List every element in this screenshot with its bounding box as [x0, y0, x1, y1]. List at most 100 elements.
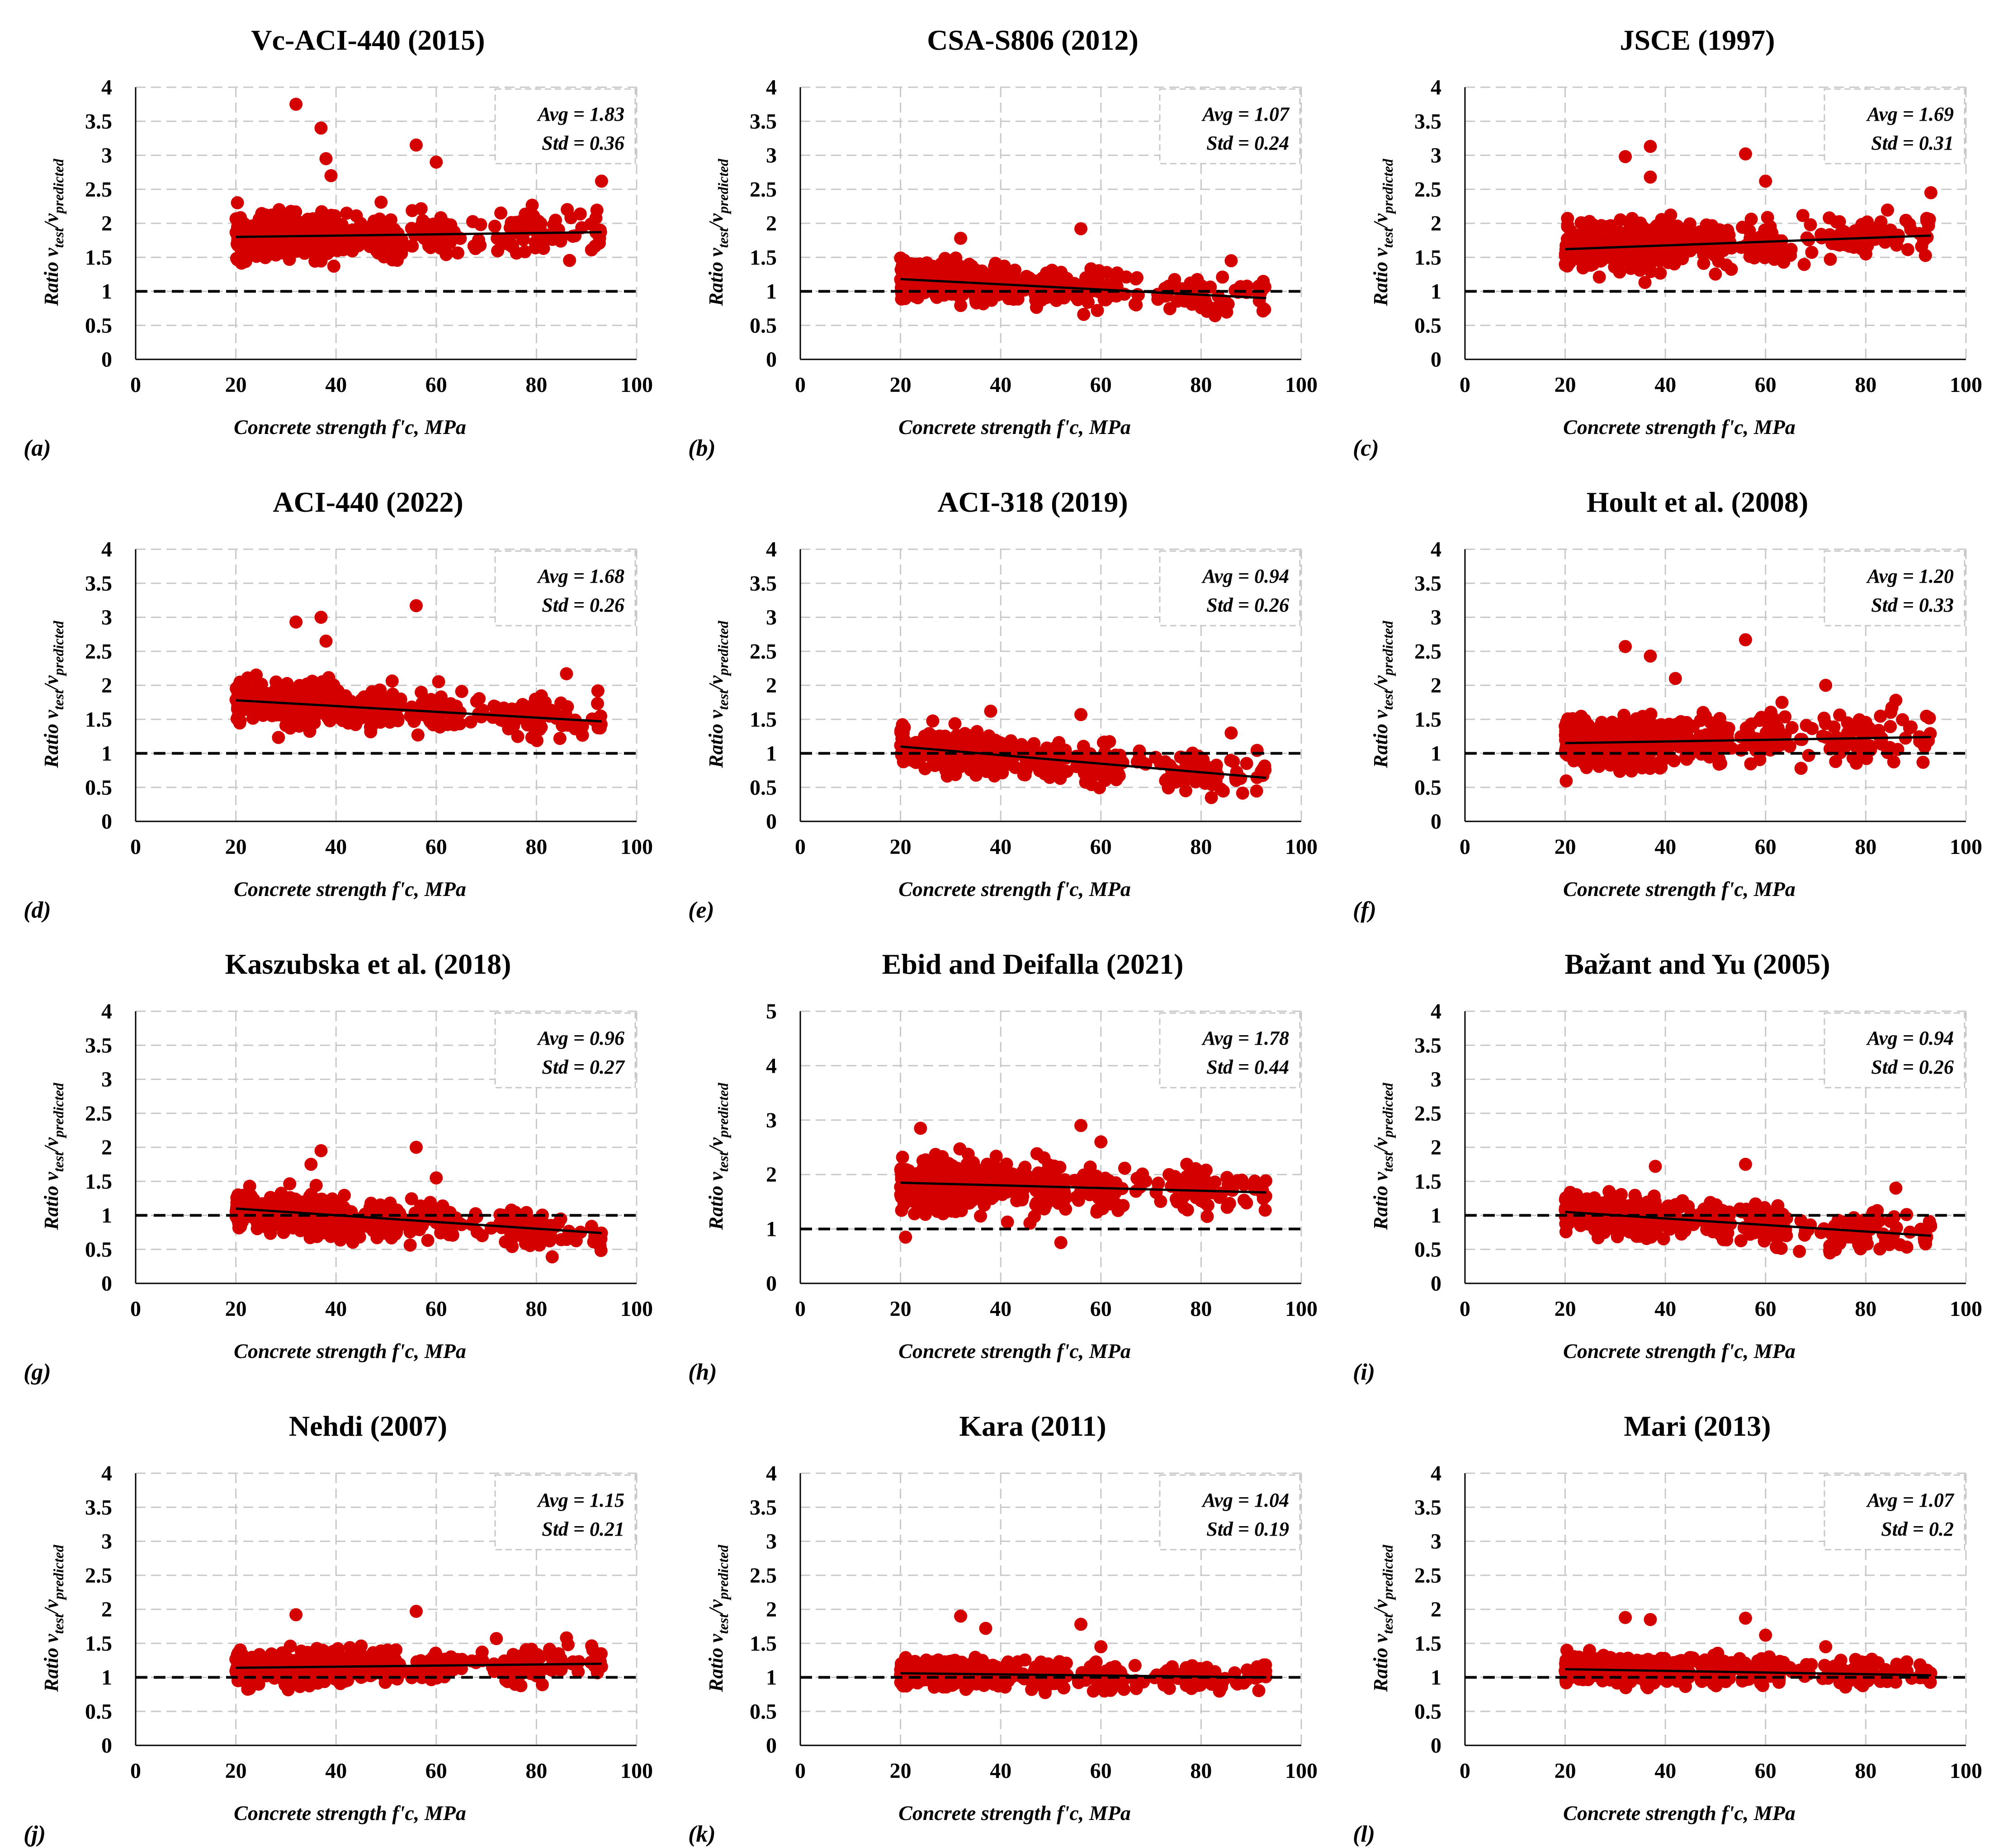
y-tick-label: 1: [1431, 280, 1441, 304]
y-tick-label: 3.5: [85, 1495, 112, 1519]
data-point: [231, 196, 244, 209]
data-point: [325, 169, 338, 182]
y-tick-label: 3.5: [750, 109, 777, 133]
data-point: [1884, 720, 1897, 733]
data-point: [1802, 749, 1815, 762]
x-axis-label: Concrete strength f'c, MPa: [898, 1339, 1131, 1362]
panel-label: (f): [1353, 897, 1376, 923]
data-point: [1682, 230, 1696, 243]
data-point: [451, 246, 464, 259]
data-point: [506, 240, 519, 254]
data-point: [320, 152, 333, 165]
data-point: [1676, 252, 1689, 265]
y-tick-label: 2: [1431, 1136, 1441, 1160]
data-point: [1759, 174, 1772, 188]
data-point: [1561, 212, 1574, 225]
x-tick-label: 100: [620, 373, 653, 397]
data-point: [327, 259, 340, 273]
data-point: [1008, 264, 1021, 277]
data-point: [404, 1239, 417, 1252]
x-tick-label: 20: [1554, 835, 1576, 859]
data-point: [1118, 1162, 1131, 1175]
data-point: [914, 1122, 927, 1135]
y-tick-label: 1: [766, 280, 777, 304]
y-tick-label: 0: [766, 1272, 777, 1296]
data-point: [1224, 754, 1237, 767]
y-tick-label: 2.5: [1414, 178, 1441, 202]
data-point: [1819, 679, 1832, 692]
data-point: [926, 714, 939, 727]
data-point: [1109, 274, 1122, 288]
x-tick-label: 40: [990, 835, 1011, 859]
data-point: [410, 138, 423, 151]
x-tick-label: 60: [1090, 835, 1112, 859]
y-tick-label: 0: [1431, 348, 1441, 372]
data-point: [410, 599, 423, 612]
data-point: [1054, 772, 1067, 785]
data-point: [1777, 256, 1790, 269]
panel-label: (d): [24, 897, 51, 923]
data-point: [1798, 258, 1811, 271]
panel-label: (e): [688, 897, 714, 923]
x-tick-label: 40: [325, 1297, 347, 1321]
data-point: [1892, 232, 1905, 245]
y-tick-label: 3.5: [1414, 571, 1441, 595]
data-point: [1563, 231, 1576, 244]
x-axis-label: Concrete strength f'c, MPa: [1563, 415, 1795, 438]
data-point: [1697, 257, 1710, 270]
data-point: [591, 203, 604, 217]
data-point: [1714, 757, 1727, 770]
avg-label: Avg = 1.20: [1866, 565, 1954, 587]
x-axis-label: Concrete strength f'c, MPa: [234, 415, 466, 438]
panel-label: (b): [688, 435, 716, 461]
data-point: [1240, 757, 1253, 770]
data-point: [1818, 712, 1831, 725]
data-point: [1776, 696, 1789, 709]
avg-label: Avg = 1.83: [536, 103, 624, 125]
data-point: [1074, 222, 1087, 236]
data-point: [1214, 783, 1228, 796]
data-point: [1799, 1224, 1812, 1237]
x-tick-label: 20: [225, 373, 247, 397]
x-tick-label: 20: [890, 1297, 912, 1321]
std-label: Std = 0.24: [1206, 132, 1289, 154]
y-tick-label: 0.5: [85, 314, 112, 338]
data-point: [1795, 762, 1808, 775]
data-point: [1889, 694, 1902, 707]
y-axis-label: Ratio vtest/vpredicted: [40, 620, 66, 768]
data-point: [564, 211, 577, 224]
x-tick-label: 100: [1950, 835, 1982, 859]
x-tick-label: 20: [890, 373, 912, 397]
data-point: [1739, 1158, 1752, 1171]
data-point: [364, 725, 377, 738]
data-point: [1221, 298, 1234, 311]
data-point: [1884, 706, 1897, 719]
y-tick-label: 3: [101, 144, 112, 168]
y-tick-label: 1.5: [85, 245, 112, 269]
data-point: [411, 728, 425, 741]
y-tick-label: 1: [1431, 742, 1441, 766]
data-point: [1259, 1204, 1272, 1217]
data-point: [1649, 1160, 1662, 1173]
y-tick-label: 0: [101, 810, 112, 834]
data-point: [323, 677, 336, 690]
y-tick-label: 1.5: [750, 245, 777, 269]
std-label: Std = 0.31: [1871, 132, 1954, 154]
avg-label: Avg = 1.69: [1866, 103, 1954, 125]
avg-label: Avg = 1.68: [536, 565, 624, 587]
avg-label: Avg = 0.96: [536, 1027, 624, 1049]
data-point: [563, 254, 576, 267]
x-tick-label: 60: [1755, 373, 1776, 397]
std-label: Std = 0.33: [1871, 594, 1954, 616]
data-point: [1226, 1184, 1239, 1197]
x-tick-label: 20: [225, 1297, 247, 1321]
y-tick-label: 0.5: [1414, 1238, 1441, 1262]
data-point: [1775, 1242, 1788, 1255]
data-point: [909, 258, 922, 271]
data-point: [1559, 1225, 1573, 1238]
data-point: [898, 1195, 911, 1208]
data-point: [1077, 308, 1090, 321]
data-point: [1644, 140, 1657, 153]
